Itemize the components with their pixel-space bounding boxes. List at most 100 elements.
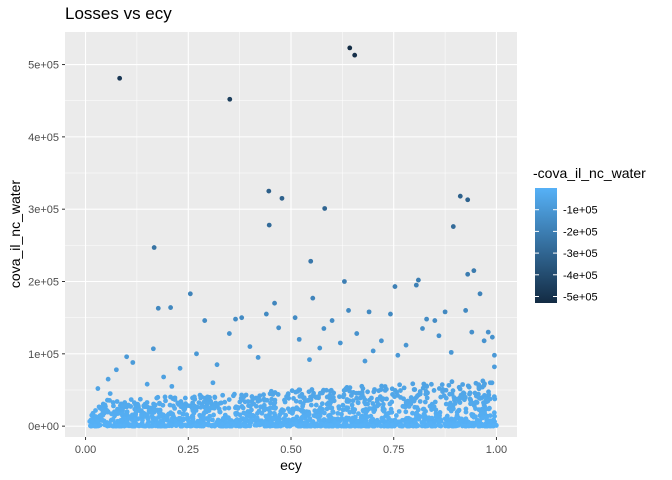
- data-point: [272, 300, 277, 306]
- y-tick-label: 1e+05: [28, 349, 59, 361]
- data-point: [420, 326, 425, 331]
- data-point: [198, 404, 204, 410]
- data-point: [469, 329, 475, 335]
- data-point: [476, 423, 481, 429]
- x-tick-label: 0.75: [383, 444, 404, 456]
- data-point: [340, 402, 346, 408]
- data-point: [216, 420, 222, 425]
- data-point: [363, 410, 369, 416]
- data-point: [428, 416, 434, 422]
- data-point: [206, 417, 211, 423]
- data-point: [307, 397, 312, 403]
- data-point: [343, 416, 349, 422]
- data-point: [311, 390, 316, 396]
- data-point: [275, 419, 281, 425]
- data-point: [298, 407, 303, 413]
- data-point: [120, 411, 125, 417]
- data-point: [382, 384, 388, 389]
- data-point: [291, 416, 296, 422]
- data-point: [412, 387, 418, 392]
- data-point: [302, 421, 308, 427]
- data-point: [272, 390, 278, 395]
- data-point: [442, 309, 448, 315]
- data-point: [450, 224, 456, 229]
- data-point: [291, 396, 296, 401]
- data-point: [347, 45, 353, 51]
- data-point: [293, 389, 299, 395]
- data-point: [308, 258, 314, 264]
- data-point: [476, 395, 482, 401]
- data-point: [337, 394, 342, 400]
- data-point: [403, 342, 409, 348]
- data-point: [312, 394, 318, 400]
- data-point: [222, 399, 228, 405]
- data-point: [446, 421, 452, 427]
- data-point: [168, 394, 173, 400]
- data-point: [424, 395, 430, 401]
- data-point: [220, 417, 226, 423]
- data-point: [492, 364, 497, 370]
- data-point: [392, 284, 398, 289]
- data-point: [119, 418, 125, 424]
- data-point: [458, 394, 464, 400]
- data-point: [485, 398, 491, 404]
- data-point: [463, 406, 469, 412]
- data-point: [403, 401, 409, 407]
- data-point: [471, 414, 477, 420]
- data-point: [207, 413, 213, 419]
- data-point: [344, 405, 349, 411]
- data-point: [465, 197, 471, 203]
- data-point: [492, 419, 498, 425]
- data-point: [342, 423, 348, 429]
- data-point: [433, 407, 439, 413]
- data-point: [341, 388, 347, 393]
- data-point: [431, 388, 437, 393]
- data-point: [151, 401, 156, 407]
- data-point: [95, 386, 101, 391]
- data-point: [445, 417, 451, 423]
- data-point: [106, 420, 112, 426]
- data-point: [372, 404, 378, 410]
- data-point: [248, 420, 254, 425]
- data-point: [431, 419, 437, 425]
- y-tick-label: 0e+00: [28, 421, 59, 433]
- data-point: [209, 422, 215, 428]
- data-point: [379, 383, 384, 389]
- data-point: [453, 422, 459, 428]
- data-point: [454, 415, 459, 421]
- data-point: [294, 414, 300, 420]
- data-point: [351, 409, 357, 415]
- data-point: [153, 417, 159, 423]
- data-point: [252, 422, 258, 428]
- x-tick-label: 0.00: [75, 444, 96, 456]
- data-point: [422, 399, 428, 405]
- data-point: [126, 415, 132, 421]
- data-point: [255, 397, 261, 402]
- data-point: [124, 419, 129, 425]
- data-point: [486, 392, 492, 398]
- data-point: [389, 418, 394, 423]
- data-point: [226, 415, 231, 421]
- data-point: [261, 407, 267, 413]
- data-point: [344, 399, 350, 404]
- data-point: [250, 396, 256, 402]
- y-tick-label: 3e+05: [28, 204, 59, 216]
- data-point: [395, 352, 401, 358]
- data-point: [201, 416, 207, 422]
- data-point: [450, 388, 456, 394]
- data-point: [266, 188, 272, 194]
- data-point: [193, 407, 199, 413]
- data-point: [253, 416, 259, 422]
- data-point: [308, 402, 314, 408]
- data-point: [118, 407, 124, 413]
- data-point: [370, 416, 376, 422]
- data-point: [195, 419, 201, 425]
- data-point: [477, 291, 483, 297]
- data-point: [432, 318, 438, 323]
- data-point: [319, 401, 325, 407]
- data-point: [102, 402, 108, 408]
- data-point: [247, 413, 253, 419]
- data-point: [268, 420, 274, 426]
- data-point: [325, 418, 331, 423]
- data-point: [417, 399, 423, 404]
